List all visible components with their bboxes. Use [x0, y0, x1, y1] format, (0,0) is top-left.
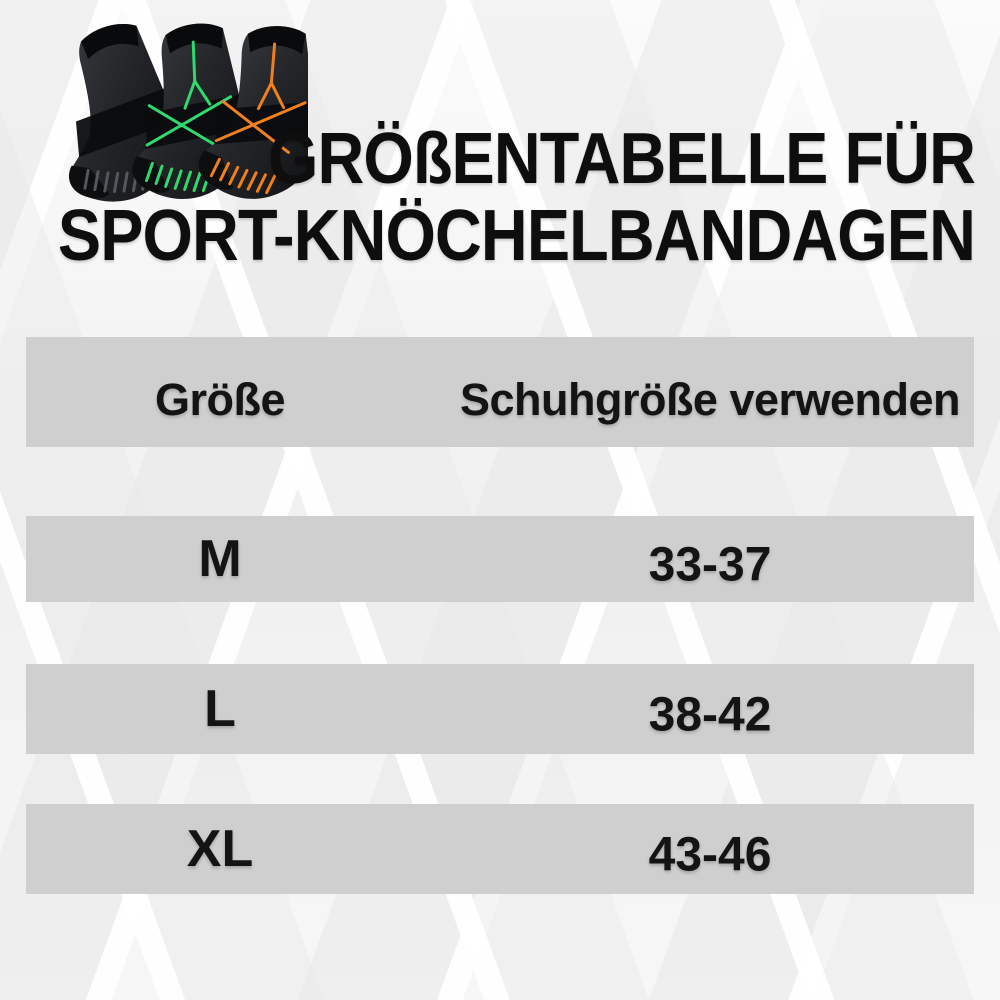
- column-header-shoe-size: Schuhgröße verwenden: [459, 374, 961, 425]
- shoe-range-value: 38-42: [648, 688, 772, 742]
- table-row: L 38-42: [26, 664, 974, 754]
- size-label: L: [204, 680, 236, 738]
- table-row: M 33-37: [26, 516, 974, 602]
- shoe-range-value: 33-37: [648, 538, 772, 592]
- table-row: XL 43-46: [26, 804, 974, 894]
- size-label: XL: [186, 820, 254, 878]
- table-header-row: Größe Schuhgröße verwenden: [26, 337, 974, 447]
- page-title: GRÖßENTABELLE FÜR SPORT-KNÖCHELBANDAGEN: [57, 119, 976, 276]
- column-header-size: Größe: [154, 374, 286, 425]
- page-title-line2: SPORT-KNÖCHELBANDAGEN: [57, 196, 976, 276]
- page-title-line1: GRÖßENTABELLE FÜR: [267, 119, 976, 199]
- shoe-range-value: 43-46: [648, 828, 772, 882]
- size-label: M: [198, 530, 242, 588]
